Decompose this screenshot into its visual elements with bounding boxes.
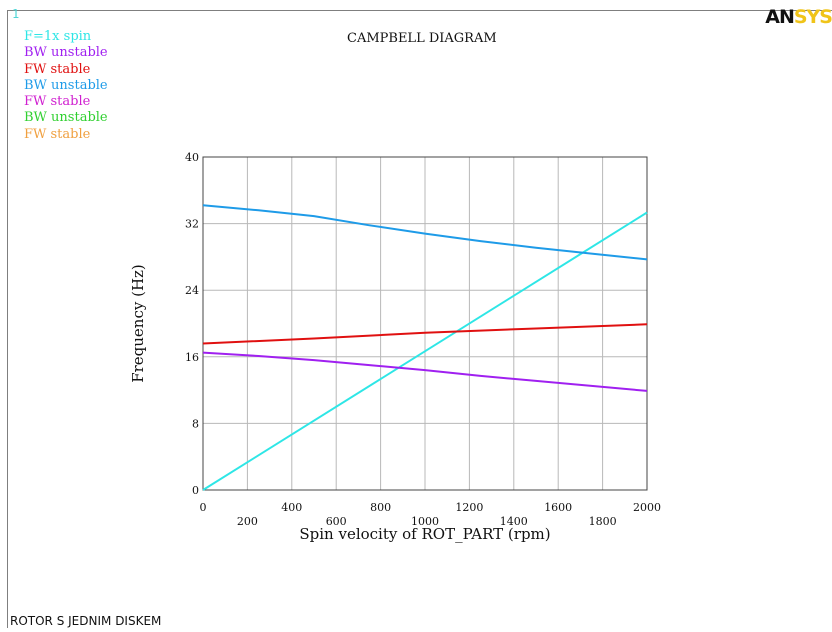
x-tick-label: 800 (370, 501, 391, 514)
series-line-3 (202, 323, 648, 345)
y-tick-label: 0 (192, 484, 199, 497)
y-tick-label: 16 (185, 351, 199, 364)
footer-text: ROTOR S JEDNIM DISKEM (10, 614, 162, 628)
legend-item: F=1x spin (24, 29, 92, 44)
chart-title: CAMPBELL DIAGRAM (347, 31, 497, 46)
chart-series (202, 204, 648, 491)
x-tick-label: 1000 (411, 515, 439, 528)
y-tick-label: 40 (185, 151, 199, 164)
legend-item: FW stable (24, 61, 91, 77)
axis-ticks: 0 200 400 600 800 1000 1200 1400 1600 1800 2000 0 8 1… (185, 151, 661, 528)
x-tick-label: 200 (237, 515, 258, 528)
x-tick-label: 400 (281, 501, 302, 514)
x-tick-label: 1800 (589, 515, 617, 528)
window-number: 1 (12, 7, 20, 21)
legend-item: FW stable (24, 126, 91, 142)
legend-item: FW stable (24, 94, 91, 110)
x-tick-label: 600 (326, 515, 347, 528)
logo-part-1: AN (765, 6, 795, 28)
series-line-2 (202, 204, 648, 261)
ansys-logo: ANSYS (765, 6, 832, 28)
y-tick-label: 8 (192, 417, 199, 430)
legend-item: BW unstable (24, 77, 108, 93)
x-tick-label: 1400 (500, 515, 528, 528)
x-tick-label: 1200 (455, 501, 483, 514)
series-line-1 (202, 211, 648, 491)
window-frame-top (7, 10, 832, 11)
legend-item: BW unstable (24, 45, 108, 61)
logo-part-2: SYS (793, 6, 832, 28)
chart-grid (203, 157, 647, 490)
x-axis-label: Spin velocity of ROT_PART (rpm) (299, 525, 550, 543)
window-frame-left (7, 10, 8, 628)
y-axis-label: Frequency (Hz) (129, 264, 147, 383)
y-tick-label: 32 (185, 218, 199, 231)
legend: F=1x spin BW unstable FW stable BW unstable… (24, 29, 108, 143)
x-tick-label: 1600 (544, 501, 572, 514)
y-tick-label: 24 (185, 284, 199, 297)
series-line-4 (202, 351, 648, 392)
x-tick-label: 0 (200, 501, 207, 514)
x-tick-label: 2000 (633, 501, 661, 514)
plot-area (202, 156, 648, 491)
legend-item: BW unstable (24, 110, 108, 126)
